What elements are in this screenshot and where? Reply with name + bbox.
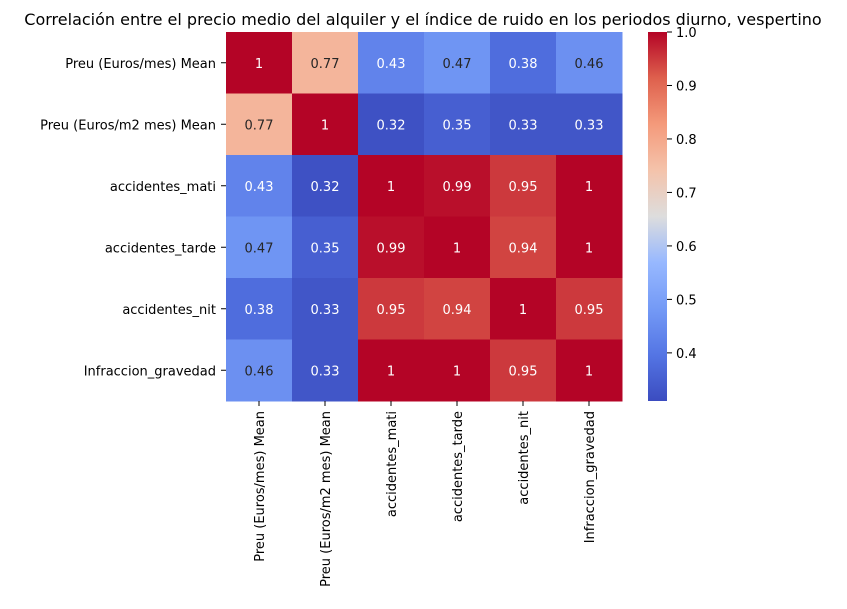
cell-value-label: 0.77 [311,57,340,72]
heatmap-cell [226,216,293,279]
heatmap-cell [424,93,491,156]
cell-value-label: 0.32 [311,180,340,195]
heatmap-cells: 1 0.77 0.43 0.47 0.38 0.46 0.77 1 0.32 0.35 0.33 0.… [226,32,623,402]
cell-value-label: 0.43 [245,180,274,195]
heatmap-cell [226,339,293,402]
heatmap-cell [292,155,359,217]
heatmap-cell [292,216,359,279]
heatmap-cell [556,155,623,217]
heatmap-cell [490,93,557,156]
cell-value-label: 0.94 [443,303,472,318]
colorbar-tick-label: 0.9 [676,79,697,94]
y-tick-label: Preu (Euros/mes) Mean [65,57,216,72]
heatmap-cell [556,216,623,279]
cell-value-label: 1 [585,241,593,256]
cell-value-label: 0.32 [377,118,406,133]
cell-value-label: 0.47 [443,57,472,72]
heatmap-cell [358,339,425,402]
heatmap-cell [424,278,491,340]
x-tick-label: accidentes_tarde [451,411,466,522]
cell-value-label: 0.95 [509,180,538,195]
heatmap-cell [292,278,359,340]
cell-value-label: 0.43 [377,57,406,72]
cell-value-label: 1 [519,303,527,318]
cell-value-label: 0.47 [245,241,274,256]
cell-value-label: 1 [453,364,461,379]
heatmap-cell [424,216,491,279]
cell-value-label: 1 [255,57,263,72]
y-tick-label: Infraccion_gravedad [84,364,216,379]
heatmap-cell [556,339,623,402]
heatmap-cell [226,155,293,217]
colorbar [648,32,667,401]
cell-value-label: 0.33 [509,118,538,133]
heatmap-cell [226,93,293,156]
heatmap-cell [226,278,293,340]
cell-value-label: 0.38 [245,303,274,318]
cell-value-label: 1 [585,364,593,379]
heatmap-cell [292,93,359,156]
x-tick-label: accidentes_mati [385,411,400,517]
heatmap-cell [358,278,425,340]
colorbar-tick-label: 0.5 [676,293,697,308]
heatmap-cell [226,32,293,94]
cell-value-label: 0.99 [377,241,406,256]
heatmap-cell [424,155,491,217]
cell-value-label: 0.94 [509,241,538,256]
heatmap-cell [358,32,425,94]
cell-value-label: 0.38 [509,57,538,72]
heatmap-cell [556,93,623,156]
colorbar-tick-label: 0.7 [676,186,697,201]
x-tick-label: accidentes_nit [517,411,532,505]
y-tick-label: Preu (Euros/m2 mes) Mean [40,118,216,133]
heatmap-cell [424,32,491,94]
heatmap-cell [490,216,557,279]
heatmap-cell [556,32,623,94]
heatmap-cell [490,32,557,94]
cell-value-label: 1 [321,118,329,133]
cell-value-label: 1 [387,364,395,379]
heatmap-cell [292,32,359,94]
y-tick-label: accidentes_mati [110,180,216,195]
cell-value-label: 0.35 [443,118,472,133]
cell-value-label: 0.99 [443,180,472,195]
cell-value-label: 0.33 [575,118,604,133]
colorbar-tick-label: 0.6 [676,240,697,255]
heatmap-cell [358,216,425,279]
x-axis-tick-labels: Preu (Euros/mes) Mean Preu (Euros/m2 mes)… [253,401,598,587]
colorbar-tick-label: 0.8 [676,133,697,148]
cell-value-label: 0.33 [311,303,340,318]
x-tick-label: Infraccion_gravedad [583,411,598,543]
heatmap-cell [490,155,557,217]
cell-value-label: 0.95 [575,303,604,318]
heatmap-cell [358,93,425,156]
heatmap-cell [424,339,491,402]
cell-value-label: 0.33 [311,364,340,379]
cell-value-label: 0.46 [575,57,604,72]
colorbar-tick-label: 0.4 [676,347,697,362]
cell-value-label: 0.77 [245,118,274,133]
heatmap-cell [490,278,557,340]
y-axis-tick-labels: Preu (Euros/mes) Mean Preu (Euros/m2 mes)… [40,57,226,379]
cell-value-label: 0.95 [377,303,406,318]
y-tick-label: accidentes_nit [122,303,216,318]
chart-title: Correlación entre el precio medio del al… [24,10,821,29]
heatmap-cell [556,278,623,340]
cell-value-label: 0.46 [245,364,274,379]
cell-value-label: 1 [453,241,461,256]
cell-value-label: 0.35 [311,241,340,256]
x-tick-label: Preu (Euros/m2 mes) Mean [319,411,334,587]
y-tick-label: accidentes_tarde [105,241,216,256]
heatmap-cell [358,155,425,217]
heatmap-cell [490,339,557,402]
cell-value-label: 0.95 [509,364,538,379]
x-tick-label: Preu (Euros/mes) Mean [253,411,268,562]
colorbar-ticks: 0.4 0.5 0.6 0.7 0.8 0.9 1.0 [667,26,697,362]
cell-value-label: 1 [387,180,395,195]
colorbar-tick-label: 1.0 [676,26,697,41]
cell-value-label: 1 [585,180,593,195]
heatmap-cell [292,339,359,402]
